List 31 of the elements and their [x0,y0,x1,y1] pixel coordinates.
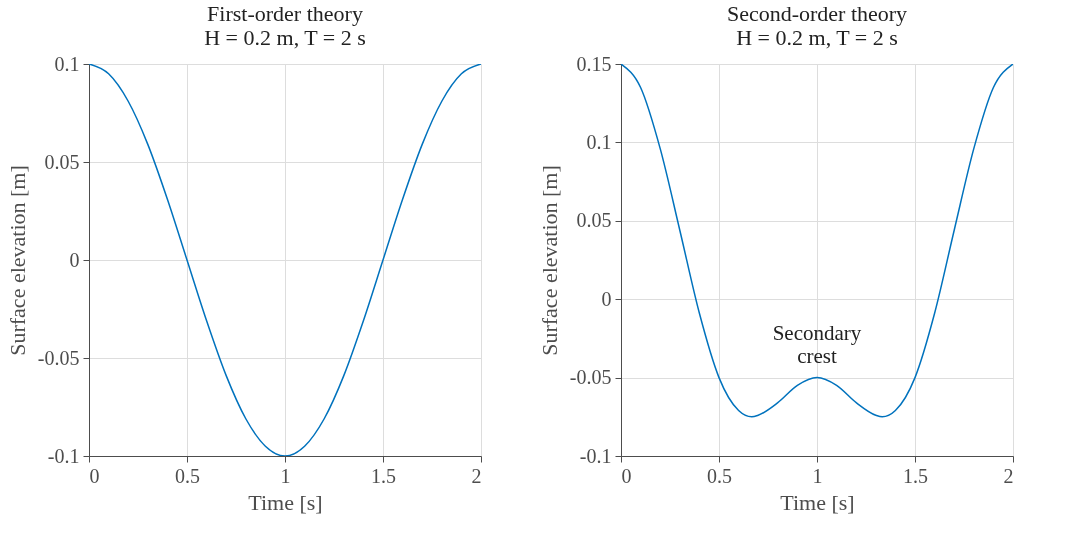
y-tick-label: 0.1 [54,52,80,75]
y-tick-label: 0 [69,248,80,271]
x-tick-label: 0 [621,464,632,487]
x-axis-title: Time [s] [248,489,323,515]
x-tick-label: 0.5 [707,464,732,487]
chart-title: First-order theory [207,1,363,26]
x-tick-label: 2 [1003,464,1014,487]
x-tick-label: 1.5 [371,464,396,487]
x-tick-label: 0.5 [175,464,200,487]
y-axis-title: Surface elevation [m] [536,165,562,356]
x-tick-label: 2 [471,464,482,487]
x-tick-label: 0 [89,464,100,487]
line-series [621,64,1013,418]
y-tick-label: -0.05 [569,366,612,389]
y-tick-label: 0.1 [586,130,612,153]
chart-subtitle: H = 0.2 m, T = 2 s [736,25,898,50]
y-axis-title: Surface elevation [m] [4,165,30,356]
y-tick-label: -0.1 [579,444,612,467]
annotation: Secondary crest [772,320,862,368]
y-tick-label: 0.05 [576,209,612,232]
x-tick-label: 1 [280,464,291,487]
x-tick-label: 1 [812,464,823,487]
x-axis-title: Time [s] [780,489,855,515]
chart-subtitle: H = 0.2 m, T = 2 s [204,25,366,50]
y-tick-label: 0 [601,287,612,310]
x-tick-label: 1.5 [903,464,928,487]
y-tick-label: 0.05 [44,150,80,173]
chart-title: Second-order theory [726,1,908,26]
y-tick-label: -0.05 [37,346,80,369]
y-tick-label: 0.15 [576,52,612,75]
y-tick-label: -0.1 [47,444,80,467]
